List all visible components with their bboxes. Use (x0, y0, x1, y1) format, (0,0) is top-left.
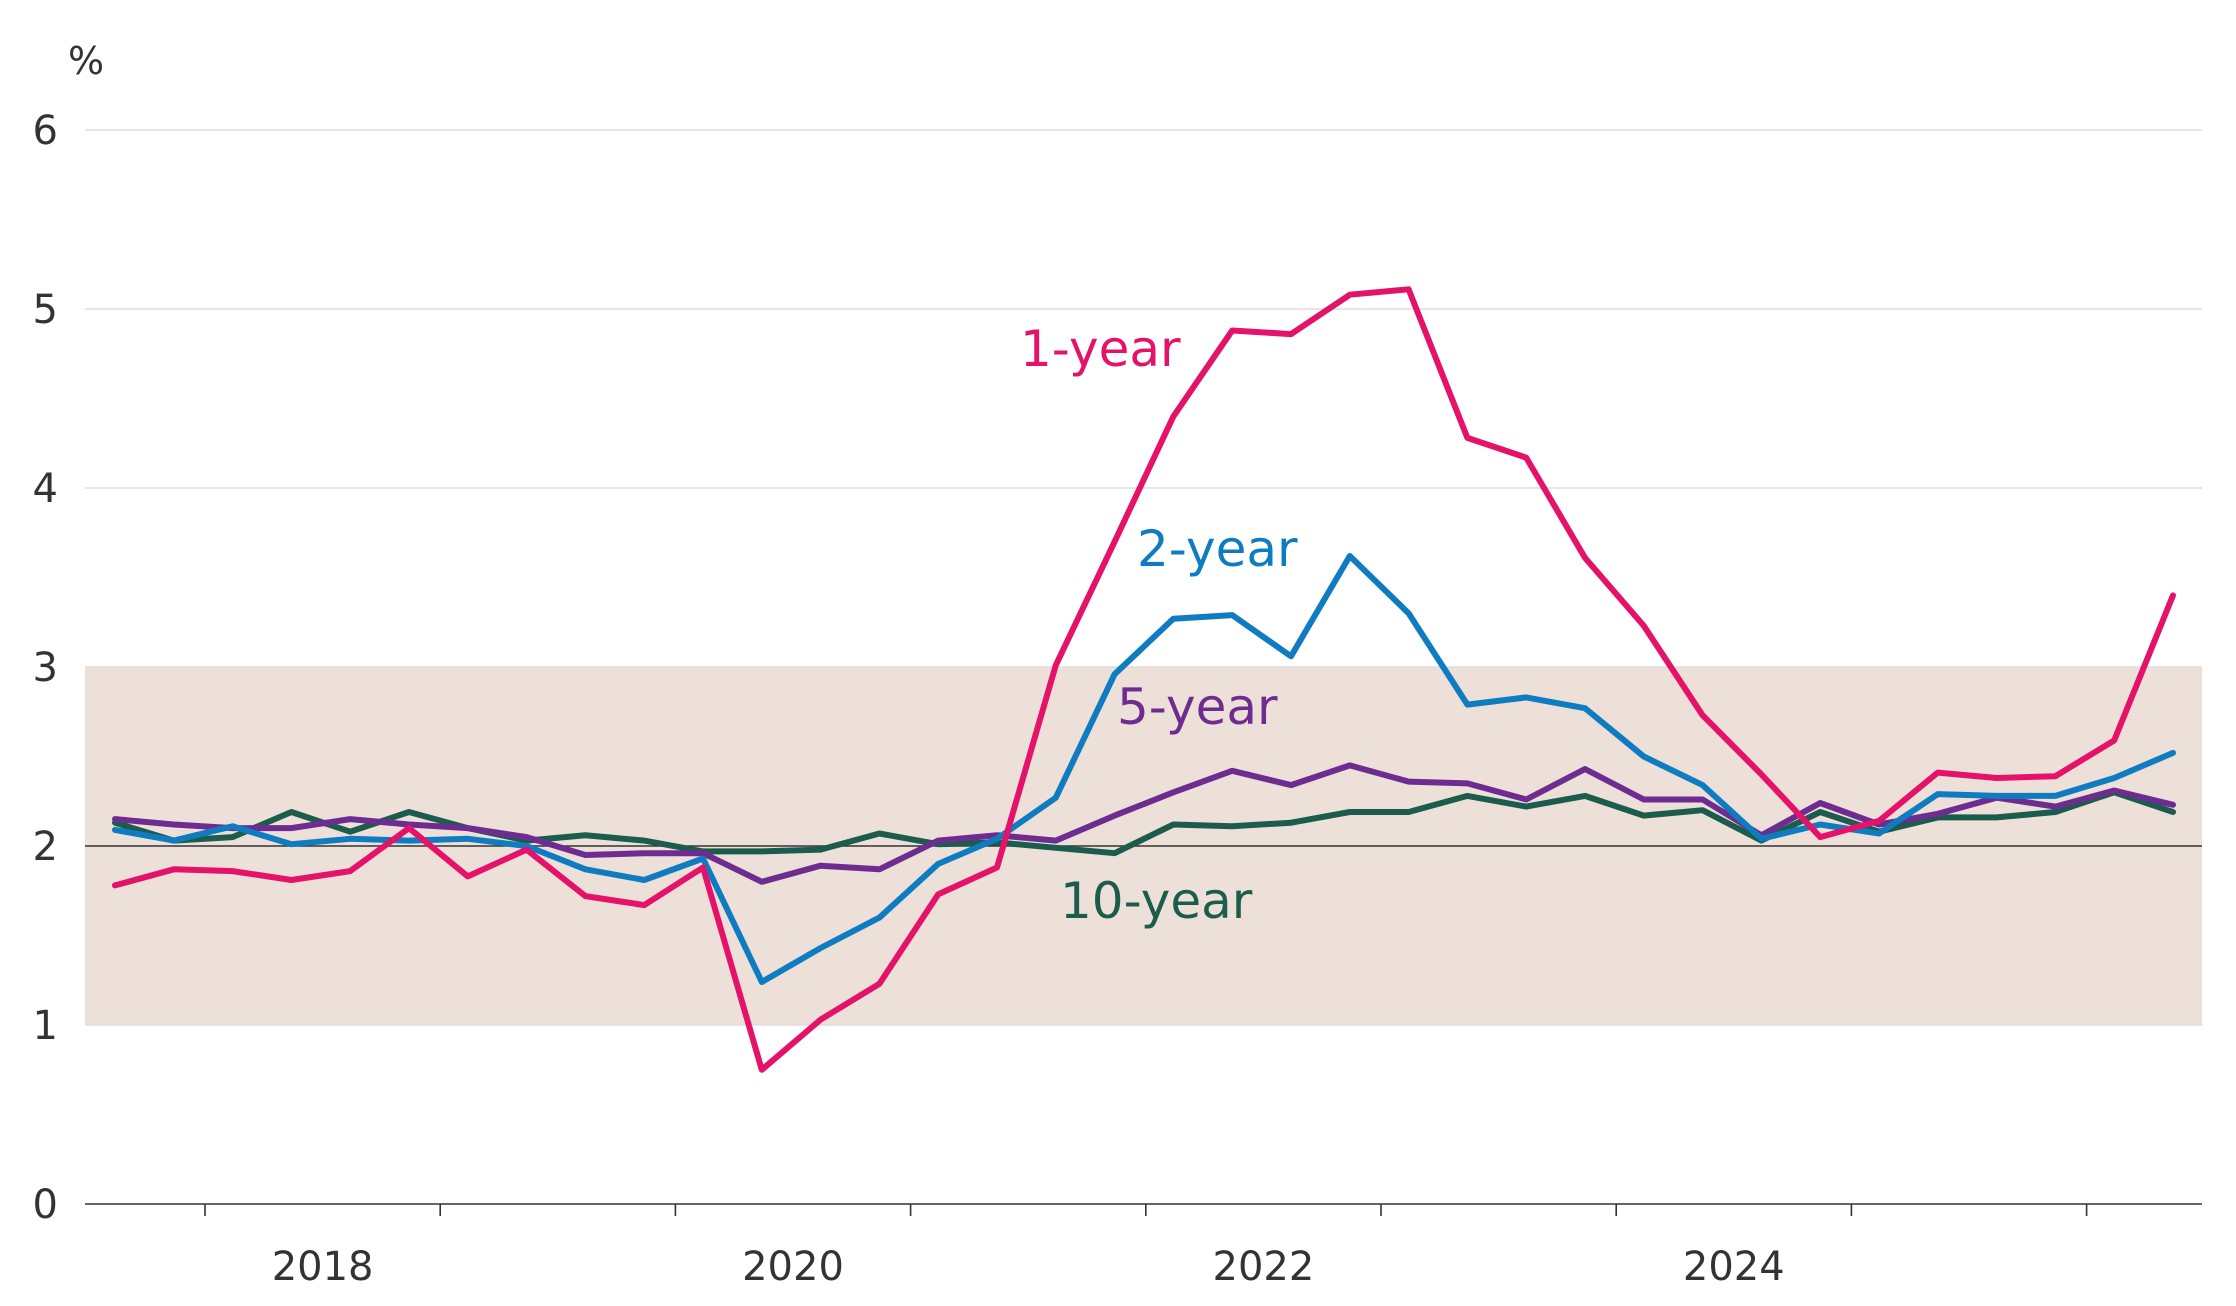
series-line-5-year (112, 762, 2176, 885)
y-tick-label: 4 (33, 466, 58, 512)
x-axis: 2018 2020 2022 2024 (85, 1203, 2202, 1290)
unit-label: % (68, 39, 104, 83)
y-tick-label: 0 (33, 1182, 58, 1228)
series-lines (112, 286, 2176, 1073)
y-tick-label: 6 (33, 108, 58, 154)
x-tick-label: 2020 (742, 1244, 844, 1290)
series-label-1-year: 1-year (1020, 320, 1181, 378)
gridlines (85, 129, 2202, 1026)
series-label-5-year: 5-year (1117, 678, 1278, 736)
y-axis: 0 1 2 3 4 5 6 (33, 108, 58, 1228)
series-label-2-year: 2-year (1137, 520, 1298, 578)
series-label-10-year: 10-year (1060, 872, 1253, 930)
y-tick-label: 2 (33, 824, 58, 870)
x-tick-label: 2024 (1683, 1244, 1785, 1290)
series-line-1-year (112, 286, 2176, 1073)
y-tick-label: 1 (33, 1003, 58, 1049)
x-tick-label: 2018 (272, 1244, 374, 1290)
series-line-2-year (112, 553, 2176, 985)
y-tick-label: 3 (33, 645, 58, 691)
x-tick-label: 2022 (1213, 1244, 1315, 1290)
y-tick-label: 5 (33, 287, 58, 333)
